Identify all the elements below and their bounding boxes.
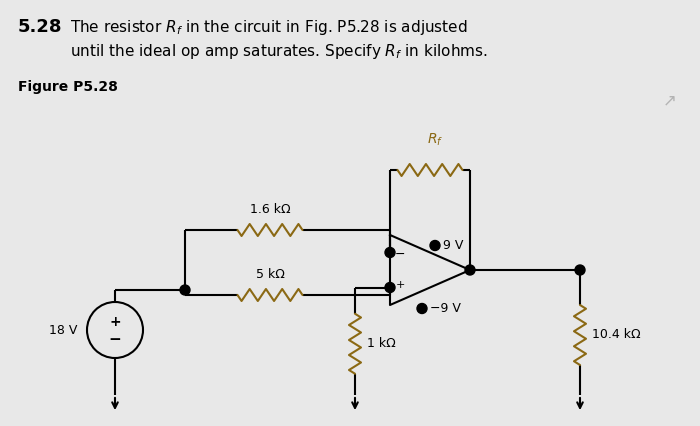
- Text: $R_f$: $R_f$: [427, 132, 443, 148]
- Text: +: +: [109, 315, 121, 329]
- Text: ↗: ↗: [663, 91, 677, 109]
- Circle shape: [385, 248, 395, 257]
- Text: 5 kΩ: 5 kΩ: [256, 268, 284, 281]
- Text: −: −: [108, 331, 121, 346]
- Circle shape: [417, 303, 427, 314]
- Circle shape: [430, 241, 440, 250]
- Circle shape: [385, 282, 395, 293]
- Text: 18 V: 18 V: [48, 323, 77, 337]
- Text: +: +: [395, 280, 405, 291]
- Text: until the ideal op amp saturates. Specify $R_f$ in kilohms.: until the ideal op amp saturates. Specif…: [70, 42, 488, 61]
- Text: 9 V: 9 V: [443, 239, 463, 252]
- Circle shape: [465, 265, 475, 275]
- Text: 10.4 kΩ: 10.4 kΩ: [592, 328, 640, 342]
- Text: The resistor $R_f$ in the circuit in Fig. P5.28 is adjusted: The resistor $R_f$ in the circuit in Fig…: [70, 18, 468, 37]
- Text: −9 V: −9 V: [430, 302, 461, 315]
- Circle shape: [180, 285, 190, 295]
- Text: 1.6 kΩ: 1.6 kΩ: [250, 203, 290, 216]
- Text: 5.28: 5.28: [18, 18, 62, 36]
- Circle shape: [575, 265, 585, 275]
- Text: −: −: [395, 248, 405, 261]
- Text: 1 kΩ: 1 kΩ: [367, 337, 395, 350]
- Text: Figure P5.28: Figure P5.28: [18, 80, 118, 94]
